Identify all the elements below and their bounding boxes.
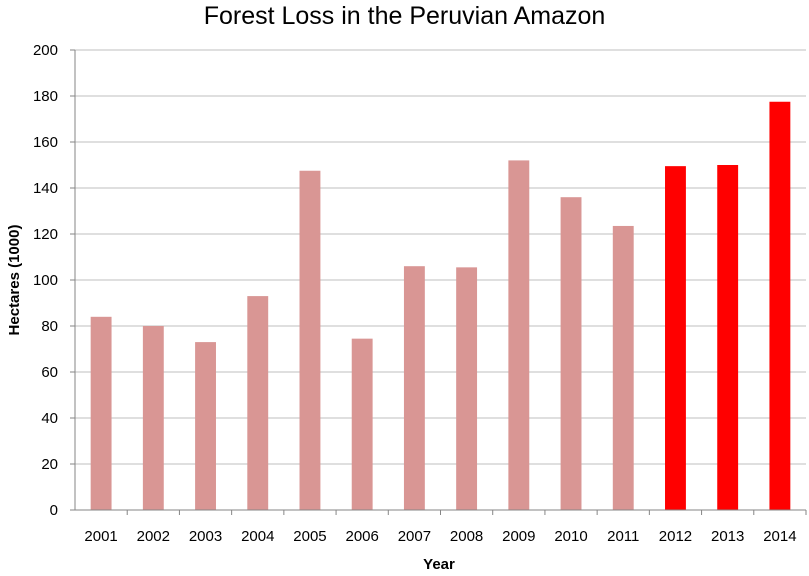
x-tick-label: 2011 (607, 528, 639, 545)
bar-2006 (351, 338, 373, 510)
bar-2001 (90, 316, 112, 510)
y-tick-label: 20 (41, 456, 58, 473)
bar-2013 (717, 165, 739, 510)
y-tick-label: 40 (41, 410, 58, 427)
x-tick-label: 2001 (84, 528, 117, 545)
x-tick-label: 2008 (450, 528, 483, 545)
bar-2004 (247, 296, 269, 510)
bar-2002 (142, 326, 164, 510)
x-tick-label: 2014 (763, 528, 796, 545)
x-axis-title: Year (423, 556, 455, 573)
bar-2008 (456, 267, 478, 510)
y-tick-label: 180 (33, 88, 58, 105)
y-tick-label: 60 (41, 364, 58, 381)
bar-2014 (769, 101, 791, 510)
y-tick-label: 100 (33, 272, 58, 289)
x-tick-label: 2003 (189, 528, 222, 545)
bar-2012 (665, 166, 686, 510)
y-tick-label: 80 (41, 318, 58, 335)
x-tick-label: 2010 (554, 528, 587, 545)
x-tick-label: 2012 (659, 528, 692, 545)
y-tick-label: 0 (50, 502, 58, 519)
axes (74, 50, 807, 515)
bar-2009 (508, 160, 530, 510)
y-axis-title: Hectares (1000) (6, 225, 23, 336)
bar-2007 (403, 266, 425, 510)
y-tick-label: 120 (33, 226, 58, 243)
x-tick-label: 2009 (502, 528, 535, 545)
y-tick-label: 140 (33, 180, 58, 197)
y-tick-label: 160 (33, 134, 58, 151)
bar-2003 (195, 342, 216, 510)
bar-2011 (612, 225, 634, 510)
gridlines (70, 49, 806, 511)
bar-2010 (560, 197, 582, 510)
x-tick-label: 2013 (711, 528, 744, 545)
y-tick-label: 200 (33, 42, 58, 59)
x-tick-label: 2007 (398, 528, 431, 545)
x-tick-label: 2004 (241, 528, 274, 545)
y-tick-labels: 0 20 40 60 80 100 120 140 160 180 200 (33, 42, 58, 519)
bars (90, 101, 791, 510)
x-tick-labels: 2001 2002 2003 2004 2005 2006 2007 2008 2009 2010… (84, 528, 796, 545)
x-tick-label: 2005 (293, 528, 326, 545)
chart-title: Forest Loss in the Peruvian Amazon (203, 2, 606, 30)
x-tick-label: 2006 (345, 528, 378, 545)
bar-2005 (299, 170, 321, 510)
x-tick-label: 2002 (137, 528, 170, 545)
